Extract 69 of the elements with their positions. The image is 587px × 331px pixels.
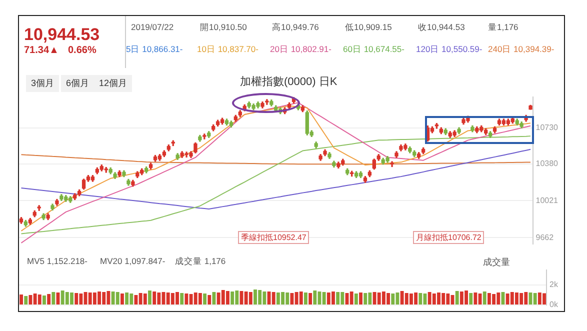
text: 2019/07/22 — [131, 22, 174, 32]
text: 71.34▲ — [24, 45, 59, 56]
text: 10日 10,837.70- — [197, 44, 258, 56]
y-tick-label: 10730 — [536, 123, 559, 132]
text: MV5 1,152.218- — [27, 256, 88, 266]
text: 240日 10,394.39- — [488, 44, 554, 56]
bar — [148, 290, 152, 304]
bar — [230, 292, 234, 304]
bar — [364, 293, 368, 304]
bar — [308, 293, 312, 304]
y-axis-title: 成交量 — [483, 256, 510, 269]
text: 12個月 — [94, 75, 132, 92]
text: 5日 10,866.31- — [126, 44, 183, 56]
text: 10,944.53 — [24, 25, 100, 45]
bar — [313, 290, 317, 304]
text: 60日 10,674.55- — [343, 44, 404, 56]
text: 6個月 — [61, 75, 94, 92]
bar — [248, 292, 252, 304]
bar — [391, 294, 395, 304]
bar — [359, 292, 362, 304]
text: 120日 10,550.59- — [416, 44, 482, 56]
y-tick-label: 0k — [550, 300, 559, 310]
text: 成交量 1,176 — [175, 256, 226, 268]
text: 量1,176 — [488, 22, 518, 34]
bar — [116, 292, 120, 304]
bar — [322, 292, 326, 304]
bar — [418, 293, 422, 304]
bar — [272, 292, 276, 304]
bar — [184, 294, 188, 304]
annotation: 季線扣抵10952.47 — [238, 231, 310, 244]
text: 收10,944.53 — [418, 22, 465, 34]
bar — [203, 294, 207, 304]
bar — [52, 292, 56, 304]
bar — [455, 291, 459, 304]
bar — [20, 294, 24, 304]
bar — [336, 292, 340, 304]
bar — [482, 292, 486, 304]
bar — [120, 294, 124, 304]
bar — [212, 292, 216, 304]
bar — [350, 292, 354, 304]
y-tick-label: 10021 — [536, 196, 559, 205]
bar — [198, 293, 202, 304]
bar — [152, 292, 156, 304]
y-tick-label: 10380 — [536, 159, 559, 168]
bar — [24, 296, 28, 304]
y-tick-label: 2k — [550, 280, 559, 290]
bar — [469, 293, 473, 304]
bar — [47, 294, 51, 304]
text: 20日 10,802.91- — [270, 44, 332, 56]
bar — [533, 293, 537, 304]
annotation: 月線扣抵10706.72 — [413, 231, 484, 244]
bar — [125, 292, 129, 304]
bar — [354, 294, 358, 304]
text: 3個月 — [26, 75, 60, 92]
text: 低10,909.15 — [345, 22, 392, 34]
text: MV20 1,097.847- — [100, 256, 166, 266]
text: 開10,910.50 — [200, 22, 247, 34]
bar — [143, 294, 147, 304]
bar — [304, 292, 308, 304]
y-tick-label: 9662 — [536, 232, 554, 242]
text: 高10,949.76 — [272, 22, 319, 34]
bar — [74, 293, 78, 304]
bar — [180, 293, 184, 304]
text: 0.66% — [68, 45, 96, 56]
bar — [38, 294, 42, 304]
chart-title: 加權指數(0000) 日K — [240, 75, 338, 89]
bar — [42, 296, 46, 304]
bar — [299, 292, 303, 304]
bar — [208, 295, 212, 304]
